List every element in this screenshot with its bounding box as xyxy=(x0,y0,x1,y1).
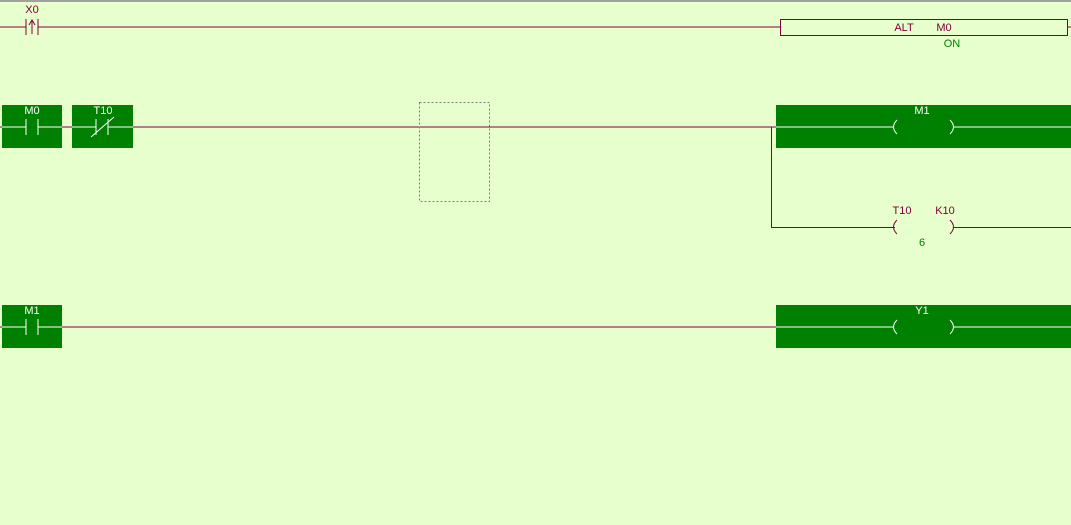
device-label: M0 xyxy=(24,105,39,117)
contact-t10[interactable]: T10 xyxy=(72,105,133,148)
rising-edge-icon xyxy=(28,19,36,34)
coil-t10[interactable]: T10 K10 6 xyxy=(893,205,1071,249)
device-label: M1 xyxy=(24,305,39,317)
contact-m1[interactable]: M1 xyxy=(2,305,62,348)
top-border xyxy=(0,0,1071,2)
contact-m0[interactable]: M0 xyxy=(2,105,62,148)
coil-icon xyxy=(893,219,1071,235)
rung-2: M0 T10 M1 T10 K10 6 xyxy=(0,102,1071,249)
setting-label: K10 xyxy=(935,205,955,217)
device-label: M1 xyxy=(914,105,929,117)
monitor-value: ON xyxy=(944,38,961,50)
device-label: T10 xyxy=(893,205,912,217)
contact-x0[interactable]: X0 xyxy=(0,4,39,35)
branch-wire xyxy=(771,127,895,228)
device-label: Y1 xyxy=(915,305,928,317)
coil-icon xyxy=(776,119,1071,135)
normally-closed-icon xyxy=(72,116,133,138)
coil-y1[interactable]: Y1 xyxy=(776,305,1071,348)
current-value: 6 xyxy=(919,237,925,249)
instruction-operand: M0 xyxy=(936,22,951,34)
device-label: X0 xyxy=(25,4,38,16)
rung-3: M1 Y1 xyxy=(0,305,1071,348)
instruction-alt[interactable]: ALT M0 ON xyxy=(780,19,1071,51)
device-label: T10 xyxy=(94,105,113,117)
cursor-selection[interactable] xyxy=(419,102,490,202)
instruction-name: ALT xyxy=(894,22,914,34)
coil-icon xyxy=(776,319,1071,335)
coil-m1[interactable]: M1 xyxy=(776,105,1071,148)
rung-1: X0 ALT M0 ON xyxy=(0,4,1071,50)
